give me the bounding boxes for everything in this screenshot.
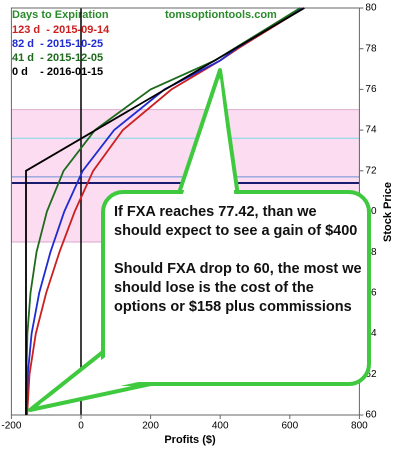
- x-tick-label: 0: [78, 421, 84, 432]
- legend-title: Days to Expiration: [12, 9, 109, 21]
- callout-fill: [181, 78, 235, 200]
- y-tick-label: 78: [365, 43, 377, 54]
- legend-entry: 41 d - 2015-12-05: [12, 52, 103, 64]
- annotation: If FXA reaches 77.42, than we should exp…: [114, 204, 358, 239]
- y-tick-label: 70: [365, 206, 377, 217]
- y-tick-label: 64: [365, 328, 377, 339]
- annotation: Should FXA drop to 60, the most we shoul…: [114, 261, 362, 315]
- x-tick-label: 400: [212, 421, 229, 432]
- x-tick-label: -200: [1, 421, 21, 432]
- y-tick-label: 66: [365, 288, 377, 299]
- series-line: [25, 7, 303, 416]
- y-tick-label: 80: [365, 3, 377, 14]
- legend-entry: 0 d - 2016-01-15: [12, 66, 103, 78]
- y-tick-label: 60: [365, 410, 377, 421]
- callout-box: [101, 190, 371, 386]
- y-tick-label: 68: [365, 247, 377, 258]
- legend-entry: 82 d - 2015-10-25: [12, 38, 103, 50]
- series-line: [25, 7, 305, 415]
- x-tick-label: 800: [351, 421, 368, 432]
- y-axis-label: Stock Price: [382, 182, 394, 242]
- y-tick-label: 62: [365, 369, 377, 380]
- callout-fill: [40, 345, 156, 404]
- callout: [28, 68, 371, 412]
- y-tick-label: 76: [365, 84, 377, 95]
- callout-text: If FXA reaches 77.42, than we should exp…: [114, 203, 362, 336]
- x-tick-label: 200: [142, 421, 159, 432]
- x-tick-label: 600: [281, 421, 298, 432]
- site-title: tomsoptiontools.com: [165, 9, 277, 21]
- legend-entry: 123 d - 2015-09-14: [12, 24, 110, 36]
- x-axis-label: Profits ($): [164, 434, 216, 446]
- y-tick-label: 74: [365, 125, 377, 136]
- y-tick-label: 72: [365, 165, 377, 176]
